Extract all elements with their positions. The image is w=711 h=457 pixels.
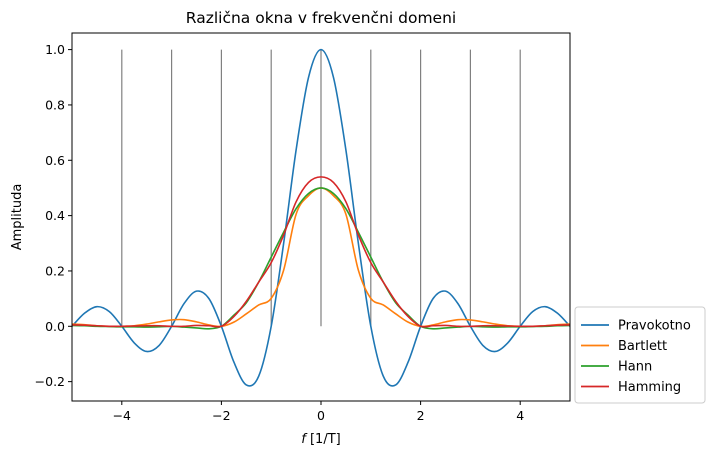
plot-area [71,48,571,387]
x-axis-label-variable: f [301,432,308,447]
series-line-hann [71,187,571,330]
y-tick-label: 0.4 [45,208,65,223]
legend-label: Hann [618,360,652,375]
legend-box [574,306,706,404]
y-tick-label: 0.2 [45,263,65,278]
legend-label: Pravokotno [618,319,691,334]
y-tick-label: 0.0 [45,319,65,334]
series-line-pravokotno [71,48,571,387]
x-axis-label-unit: [1/T] [306,432,341,447]
x-axis-label: f [1/T] [301,432,340,447]
x-tick-label: 4 [516,408,524,423]
series-line-hamming [71,176,571,328]
y-axis-label: Amplituda [10,184,25,251]
y-tick-label: −0.2 [35,374,65,389]
chart-title: Različna okna v frekvenčni domeni [186,9,456,27]
legend-label: Bartlett [618,339,667,354]
x-tick-label: 0 [317,408,325,423]
x-tick-label: −4 [113,408,131,423]
x-tick-label: −2 [212,408,230,423]
y-axis: −0.2 0.0 0.2 0.4 0.6 0.8 1.0 [35,42,72,389]
y-tick-label: 1.0 [45,42,65,57]
legend-label: Hamming [618,380,681,395]
x-axis: −4 −2 0 2 4 [113,401,524,423]
x-tick-label: 2 [417,408,425,423]
legend: Pravokotno Bartlett Hann Hamming [574,306,706,404]
y-tick-label: 0.6 [45,153,65,168]
y-tick-label: 0.8 [45,97,65,112]
